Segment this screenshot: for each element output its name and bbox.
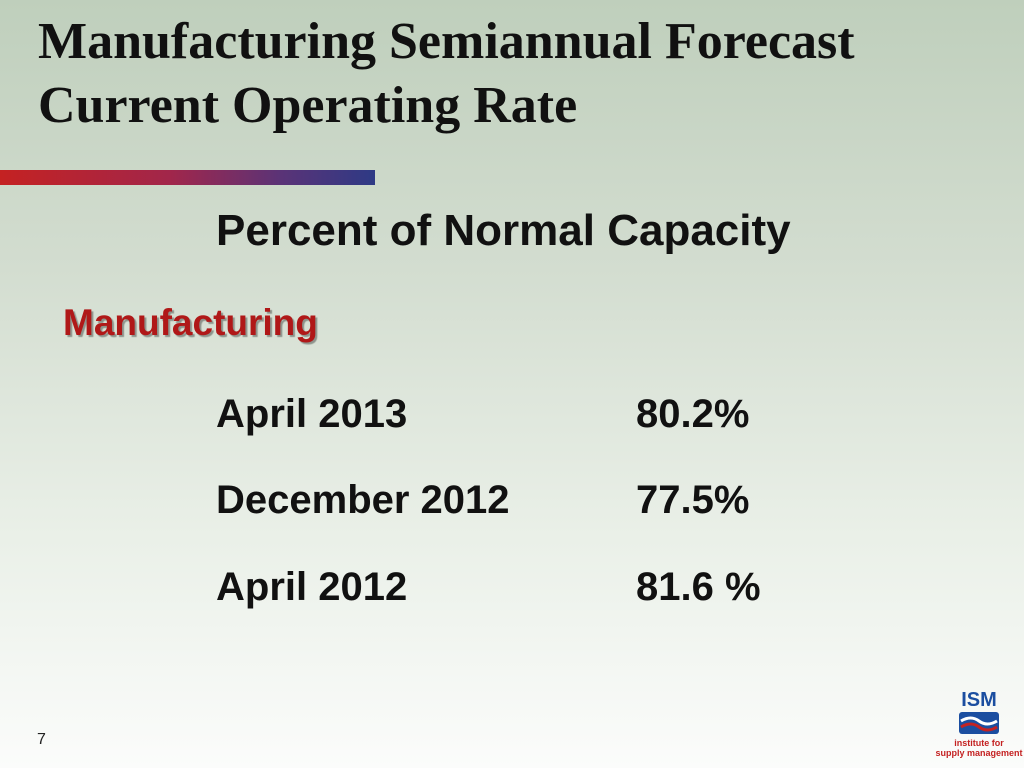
logo-text-line-2: supply management: [935, 748, 1023, 758]
ism-logo-text: institute for supply management: [934, 738, 1024, 758]
section-label: Manufacturing: [63, 302, 318, 343]
slide-title: Manufacturing Semiannual Forecast Curren…: [38, 10, 855, 138]
flag-icon: [959, 712, 999, 734]
ism-logo: ISM institute for supply management: [934, 690, 1024, 768]
logo-text-line-1: institute for: [954, 738, 1004, 748]
row-value: 80.2%: [636, 392, 750, 436]
row-period: December 2012: [216, 478, 510, 522]
row-period: April 2012: [216, 565, 408, 609]
table-row: April 2013 80.2%: [216, 392, 816, 442]
table-row: December 2012 77.5%: [216, 478, 816, 528]
subtitle: Percent of Normal Capacity: [216, 206, 791, 255]
row-value: 77.5%: [636, 478, 750, 522]
row-period: April 2013: [216, 392, 408, 436]
row-value: 81.6 %: [636, 565, 761, 609]
table-row: April 2012 81.6 %: [216, 565, 816, 615]
accent-bar: [0, 170, 375, 185]
ism-logo-letters: ISM: [961, 689, 997, 711]
slide-number: 7: [37, 731, 46, 748]
title-line-2: Current Operating Rate: [38, 77, 578, 134]
title-line-1: Manufacturing Semiannual Forecast: [38, 13, 855, 70]
ism-logo-mark: ISM: [956, 690, 1002, 734]
